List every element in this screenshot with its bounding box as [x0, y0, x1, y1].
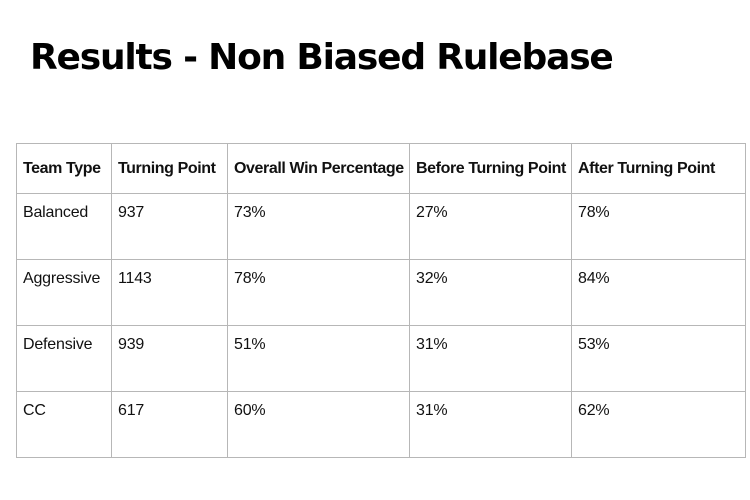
cell-after-turning-point: 78% [571, 193, 746, 260]
results-table: Team Type Turning Point Overall Win Perc… [16, 143, 746, 458]
cell-after-turning-point: 62% [571, 391, 746, 458]
header-after-turning-point: After Turning Point [571, 143, 746, 194]
cell-before-turning-point: 32% [409, 259, 572, 326]
cell-overall-win-percentage: 78% [227, 259, 410, 326]
cell-before-turning-point: 31% [409, 325, 572, 392]
cell-overall-win-percentage: 60% [227, 391, 410, 458]
header-turning-point: Turning Point [111, 143, 228, 194]
table-row: Defensive 939 51% 31% 53% [16, 325, 746, 392]
cell-team-type: Defensive [16, 325, 112, 392]
table-row: CC 617 60% 31% 62% [16, 391, 746, 458]
table-row: Aggressive 1143 78% 32% 84% [16, 259, 746, 326]
table-row: Balanced 937 73% 27% 78% [16, 193, 746, 260]
cell-team-type: Aggressive [16, 259, 112, 326]
slide-title: Results - Non Biased Rulebase [30, 37, 614, 78]
cell-overall-win-percentage: 51% [227, 325, 410, 392]
cell-turning-point: 617 [111, 391, 228, 458]
header-before-turning-point: Before Turning Point [409, 143, 572, 194]
cell-after-turning-point: 84% [571, 259, 746, 326]
cell-turning-point: 1143 [111, 259, 228, 326]
cell-turning-point: 939 [111, 325, 228, 392]
cell-before-turning-point: 27% [409, 193, 572, 260]
header-overall-win-percentage: Overall Win Percentage [227, 143, 410, 194]
cell-team-type: Balanced [16, 193, 112, 260]
cell-after-turning-point: 53% [571, 325, 746, 392]
cell-before-turning-point: 31% [409, 391, 572, 458]
cell-turning-point: 937 [111, 193, 228, 260]
cell-team-type: CC [16, 391, 112, 458]
cell-overall-win-percentage: 73% [227, 193, 410, 260]
table-header-row: Team Type Turning Point Overall Win Perc… [16, 143, 746, 194]
header-team-type: Team Type [16, 143, 112, 194]
